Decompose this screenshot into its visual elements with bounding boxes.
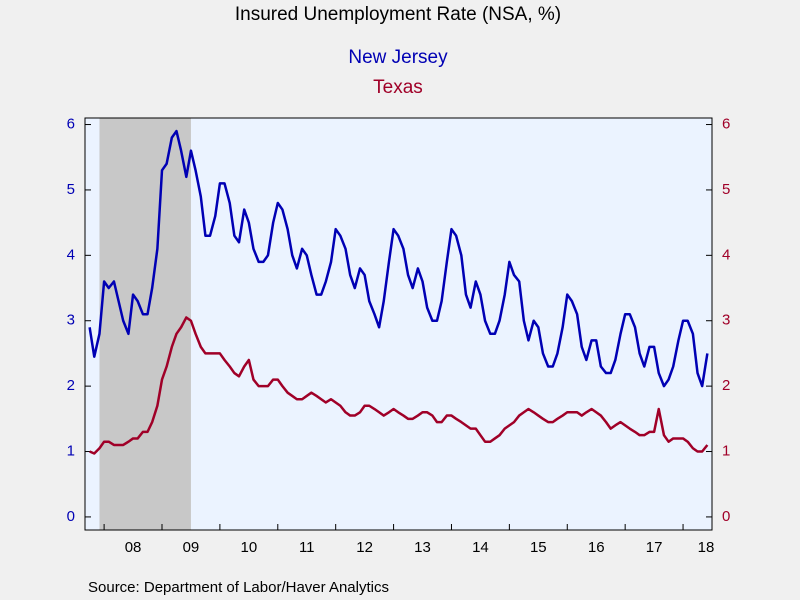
plot-border (84, 117, 713, 531)
y2-tick-label: 3 (722, 312, 730, 329)
x-tick-label: 14 (472, 539, 489, 556)
x-tick-label: 09 (183, 539, 200, 556)
series-line (89, 316, 709, 455)
y-tick-label: 0 (67, 508, 75, 525)
x-tick-label: 08 (125, 539, 142, 556)
y-tick-label: 1 (67, 442, 75, 459)
legend-entry: New Jersey (348, 47, 448, 68)
x-tick-label: 15 (530, 539, 547, 556)
chart-title: Insured Unemployment Rate (NSA, %) (235, 4, 561, 25)
y2-tick-label: 2 (722, 377, 730, 394)
y2-tick-label: 4 (722, 246, 730, 263)
x-tick-label: 12 (356, 539, 373, 556)
y-tick-label: 3 (67, 312, 75, 329)
x-tick-label: 13 (414, 539, 431, 556)
y2-tick-label: 1 (722, 442, 730, 459)
legend-entry: Texas (373, 77, 423, 98)
y-tick-label: 6 (67, 116, 75, 133)
y-tick-label: 5 (67, 181, 75, 198)
y-tick-label: 2 (67, 377, 75, 394)
recession-band (99, 118, 191, 530)
y-tick-label: 4 (67, 246, 75, 263)
x-tick-label: 10 (240, 539, 257, 556)
source: Source: Department of Labor/Haver Analyt… (88, 579, 389, 596)
x-tick-label: 16 (588, 539, 605, 556)
y2-tick-label: 5 (722, 181, 730, 198)
x-tick-label: 11 (299, 539, 315, 556)
x-tick-label: 17 (646, 539, 663, 556)
y2-tick-label: 0 (722, 508, 730, 525)
series-line (88, 129, 709, 388)
y2-tick-label: 6 (722, 116, 730, 133)
x-tick-label: 18 (698, 539, 715, 556)
